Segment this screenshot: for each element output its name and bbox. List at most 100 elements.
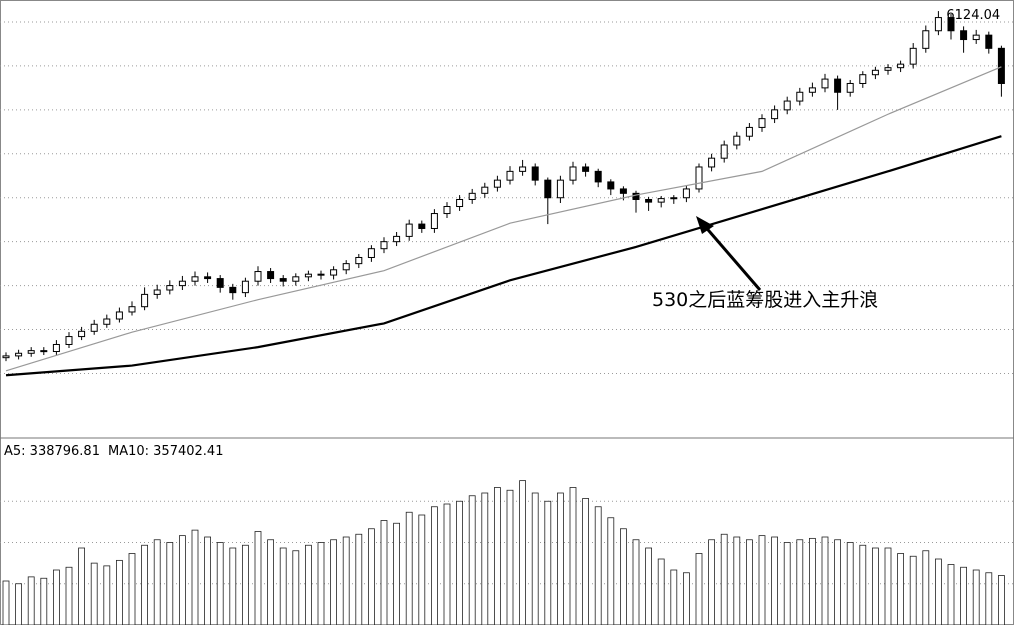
volume-bar <box>90 562 98 625</box>
volume-bar <box>607 517 615 625</box>
volume-bar <box>241 544 249 625</box>
candle-body <box>141 293 149 308</box>
candle-body <box>393 235 401 243</box>
candle-body <box>771 109 779 120</box>
volume-bar <box>166 542 174 625</box>
volume-bar <box>783 542 791 625</box>
candle-body <box>556 179 564 199</box>
volume-bar <box>582 498 589 625</box>
volume-bar <box>947 564 955 625</box>
volume-bar <box>267 539 275 625</box>
candle-body <box>65 336 73 345</box>
candle-body <box>632 192 640 200</box>
volume-bar <box>367 528 375 625</box>
peak-label: 6124.04 <box>946 8 1000 23</box>
candle-body <box>78 330 86 338</box>
candle-body <box>531 166 539 181</box>
volume-bar <box>103 565 111 625</box>
candle-body <box>380 241 388 250</box>
candle-body <box>506 170 514 181</box>
volume-bar <box>204 536 212 625</box>
candle-body <box>720 144 728 159</box>
volume-bar <box>720 533 728 625</box>
volume-legend: A5: 338796.81 <box>4 444 100 459</box>
candle-body <box>430 213 438 229</box>
volume-bar <box>985 572 993 625</box>
volume-bar <box>178 535 186 625</box>
candle-body <box>52 343 60 353</box>
candle-body <box>569 166 577 181</box>
volume-bar <box>897 553 904 625</box>
candle-body <box>15 352 23 357</box>
volume-bar <box>594 506 602 625</box>
candle-body <box>897 63 905 69</box>
candle-body <box>481 186 489 194</box>
candle-body <box>355 256 363 265</box>
candle-body <box>292 276 300 282</box>
volume-bar <box>935 558 942 625</box>
volume-bar <box>922 550 930 625</box>
volume-bar <box>40 577 48 625</box>
candle-body <box>304 273 312 278</box>
candle-body <box>342 263 350 271</box>
volume-bar <box>531 492 539 625</box>
candle-body <box>619 188 627 194</box>
moving-average-line <box>5 66 1002 372</box>
candle-body <box>204 276 212 280</box>
candle-body <box>808 87 816 93</box>
candle-body <box>594 170 602 183</box>
volume-bar <box>620 528 627 625</box>
candle-body <box>682 188 690 199</box>
volume-bar <box>834 539 841 625</box>
candle-body <box>367 248 375 258</box>
volume-bar <box>645 547 652 625</box>
moving-average-line <box>5 135 1002 377</box>
volume-bar <box>809 537 816 625</box>
candle-body <box>972 34 980 41</box>
volume-bar <box>493 487 501 625</box>
volume-bar <box>972 569 980 625</box>
volume-bar <box>657 558 665 625</box>
volume-bar <box>317 542 325 625</box>
volume-bar <box>2 580 10 625</box>
candle-body <box>2 355 10 359</box>
candle-body <box>418 223 426 229</box>
volume-bar <box>342 536 350 625</box>
candle-body <box>544 179 552 199</box>
volume-bar <box>216 542 224 625</box>
candle-body <box>657 198 665 203</box>
volume-bar <box>191 529 199 625</box>
candle-body <box>405 223 413 237</box>
candle-body <box>695 166 703 190</box>
candle-body <box>330 269 338 276</box>
volume-bar <box>909 555 917 625</box>
candle-body <box>153 289 161 295</box>
volume-bar <box>153 539 161 625</box>
volume-bar <box>53 569 60 625</box>
candle-body <box>582 166 590 172</box>
candle-body <box>783 100 791 111</box>
candle-body <box>607 181 615 190</box>
candle-body <box>947 17 955 32</box>
volume-bar <box>380 520 388 625</box>
volume-bar <box>304 544 312 625</box>
candle-body <box>128 306 136 313</box>
candle-body <box>519 166 527 172</box>
candle-body <box>103 318 111 325</box>
candle-body <box>821 78 829 89</box>
candle-body <box>317 273 325 276</box>
candle-body <box>115 311 123 320</box>
volume-bar <box>695 553 703 625</box>
volume-bar <box>27 576 35 625</box>
volume-bar <box>393 522 401 625</box>
candle-body <box>758 118 766 128</box>
candle-body <box>241 280 249 294</box>
volume-bar <box>670 569 678 625</box>
volume-bar <box>468 495 476 625</box>
volume-bar <box>15 583 23 625</box>
volume-bar <box>405 511 413 625</box>
volume-bar <box>506 489 514 625</box>
candle-body <box>166 285 174 291</box>
candle-body <box>960 30 968 41</box>
